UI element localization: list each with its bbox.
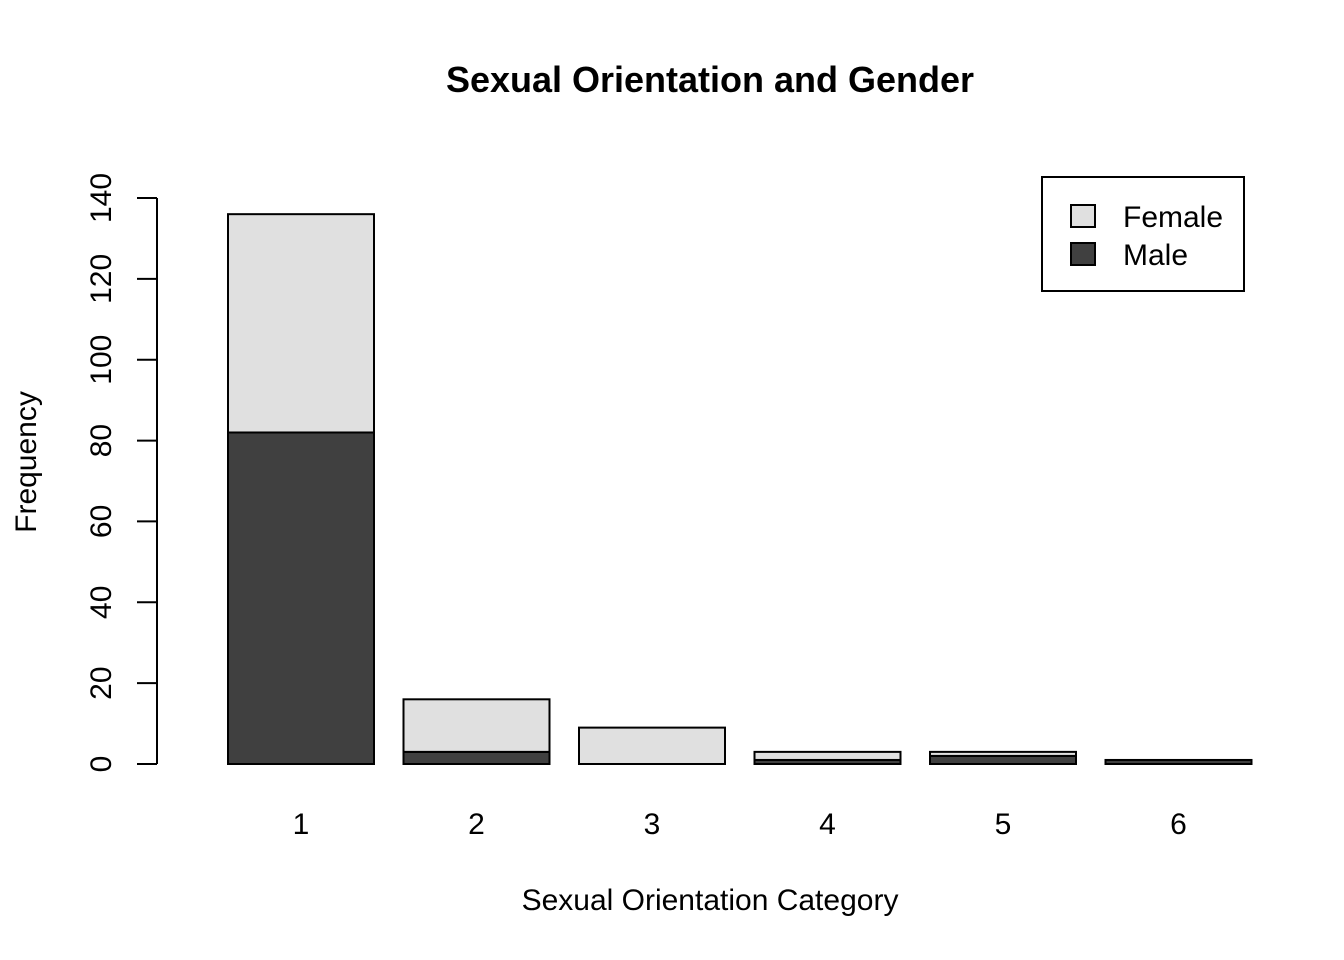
chart-title: Sexual Orientation and Gender [446, 59, 974, 100]
x-tick-label: 1 [293, 808, 310, 841]
y-tick-label: 20 [85, 666, 118, 699]
y-tick-label: 140 [85, 173, 118, 223]
x-axis-label: Sexual Orientation Category [522, 884, 899, 917]
y-tick-label: 0 [85, 756, 118, 773]
bar-male-2 [402, 750, 551, 765]
x-tick-label: 4 [819, 808, 836, 841]
y-tick-label: 80 [85, 424, 118, 457]
bar-female-3 [578, 726, 726, 765]
x-tick-label: 2 [468, 808, 485, 841]
bar-male-5 [929, 754, 1077, 766]
x-tick-labels: 1 2 3 4 5 6 [293, 808, 1187, 841]
bar-male-1 [227, 431, 375, 765]
x-tick-label: 3 [644, 808, 661, 841]
y-tick-label: 60 [85, 505, 118, 538]
bar-female-4 [753, 750, 902, 761]
bar-female-5 [929, 750, 1077, 757]
legend: Female Male [1041, 176, 1245, 292]
legend-box [1041, 176, 1245, 292]
y-tick-label: 120 [85, 254, 118, 304]
legend-swatch-male [1070, 242, 1096, 266]
bar-female-1 [227, 213, 375, 434]
y-axis-label: Frequency [10, 391, 43, 533]
x-tick-label: 5 [995, 808, 1012, 841]
bar-male-6 [1104, 758, 1253, 766]
x-tick-label: 6 [1170, 808, 1187, 841]
y-tick-label: 40 [85, 586, 118, 619]
legend-label-female: Female [1123, 201, 1223, 234]
bars-group [227, 213, 1253, 766]
legend-label-male: Male [1123, 239, 1188, 272]
y-axis: 0 20 40 60 80 100 120 140 [85, 173, 158, 773]
bar-female-2 [402, 698, 551, 753]
y-tick-label: 100 [85, 335, 118, 385]
legend-swatch-female [1070, 204, 1096, 228]
